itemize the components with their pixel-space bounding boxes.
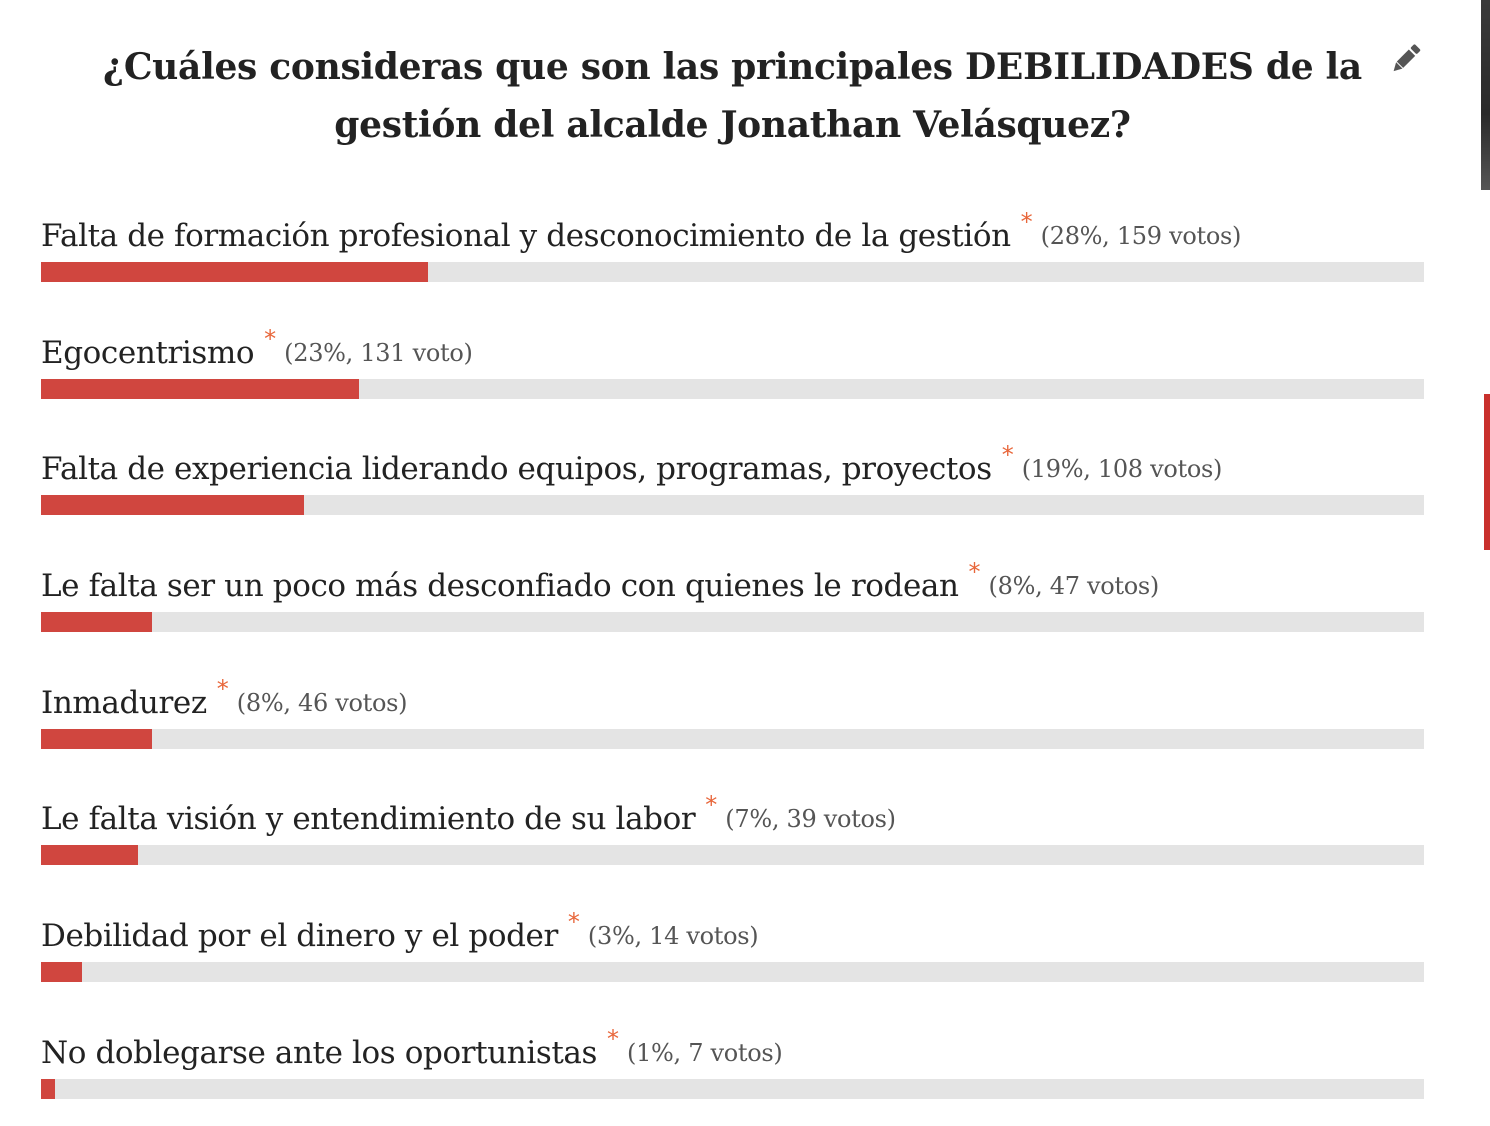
result-bar-fill bbox=[41, 729, 152, 749]
result-bar-fill bbox=[41, 262, 429, 282]
poll-answer: Le falta ser un poco más desconfiado con… bbox=[41, 560, 1424, 654]
result-bar-fill bbox=[41, 612, 152, 632]
answer-star-marker: * bbox=[968, 558, 981, 586]
result-bar-track bbox=[41, 1079, 1424, 1099]
answer-text: Egocentrismo bbox=[41, 335, 255, 371]
answer-text: Le falta ser un poco más desconfiado con… bbox=[41, 568, 959, 604]
result-bar-fill bbox=[41, 1079, 55, 1099]
answer-label-row: No doblegarse ante los oportunistas * (1… bbox=[41, 1027, 783, 1075]
page-edge-accent-strip bbox=[1484, 394, 1490, 550]
result-bar-track bbox=[41, 379, 1424, 399]
poll-answer: Egocentrismo * (23%, 131 voto) bbox=[41, 327, 1424, 421]
answer-star-marker: * bbox=[216, 675, 229, 703]
result-bar-track bbox=[41, 495, 1424, 515]
poll-answer: Le falta visión y entendimiento de su la… bbox=[41, 793, 1424, 887]
answer-label-row: Le falta visión y entendimiento de su la… bbox=[41, 793, 896, 841]
poll-answer: Falta de formación profesional y descono… bbox=[41, 210, 1424, 304]
answer-text: Debilidad por el dinero y el poder bbox=[41, 918, 558, 954]
poll-title: ¿Cuáles consideras que son las principal… bbox=[103, 46, 1362, 146]
page-edge-photo-strip bbox=[1481, 0, 1490, 190]
answer-star-marker: * bbox=[1001, 441, 1014, 469]
poll-answer: No doblegarse ante los oportunistas * (1… bbox=[41, 1027, 1424, 1121]
answer-text: Falta de formación profesional y descono… bbox=[41, 218, 1011, 254]
answer-star-marker: * bbox=[607, 1025, 620, 1053]
result-bar-fill bbox=[41, 379, 360, 399]
answer-label-row: Debilidad por el dinero y el poder * (3%… bbox=[41, 910, 759, 958]
answer-label-row: Falta de formación profesional y descono… bbox=[41, 210, 1242, 258]
answer-stats: (8%, 47 votos) bbox=[988, 572, 1160, 600]
poll-answer: Debilidad por el dinero y el poder * (3%… bbox=[41, 910, 1424, 1004]
result-bar-fill bbox=[41, 845, 138, 865]
answer-label-row: Inmadurez * (8%, 46 votos) bbox=[41, 677, 408, 725]
answer-star-marker: * bbox=[264, 325, 277, 353]
answer-text: No doblegarse ante los oportunistas bbox=[41, 1035, 598, 1071]
answer-label-row: Egocentrismo * (23%, 131 voto) bbox=[41, 327, 473, 375]
answer-stats: (23%, 131 voto) bbox=[284, 339, 473, 367]
answer-star-marker: * bbox=[567, 908, 580, 936]
answer-text: Falta de experiencia liderando equipos, … bbox=[41, 451, 992, 487]
answer-label-row: Falta de experiencia liderando equipos, … bbox=[41, 443, 1223, 491]
answer-star-marker: * bbox=[705, 791, 718, 819]
result-bar-track bbox=[41, 612, 1424, 632]
pencil-icon[interactable] bbox=[1386, 38, 1426, 78]
answer-star-marker: * bbox=[1020, 208, 1033, 236]
answer-text: Le falta visión y entendimiento de su la… bbox=[41, 801, 696, 837]
answer-stats: (3%, 14 votos) bbox=[587, 922, 759, 950]
answer-stats: (7%, 39 votos) bbox=[725, 805, 896, 833]
answer-stats: (28%, 159 votos) bbox=[1040, 222, 1242, 250]
answer-stats: (1%, 7 votos) bbox=[627, 1039, 783, 1067]
result-bar-fill bbox=[41, 495, 304, 515]
result-bar-track bbox=[41, 962, 1424, 982]
answer-label-row: Le falta ser un poco más desconfiado con… bbox=[41, 560, 1160, 608]
result-bar-track bbox=[41, 845, 1424, 865]
answer-stats: (8%, 46 votos) bbox=[236, 689, 408, 717]
answer-stats: (19%, 108 votos) bbox=[1021, 455, 1223, 483]
result-bar-fill bbox=[41, 962, 83, 982]
result-bar-track bbox=[41, 729, 1424, 749]
result-bar-track bbox=[41, 262, 1424, 282]
answer-text: Inmadurez bbox=[41, 685, 207, 721]
poll-answer: Falta de experiencia liderando equipos, … bbox=[41, 443, 1424, 537]
poll-answer: Inmadurez * (8%, 46 votos) bbox=[41, 677, 1424, 771]
